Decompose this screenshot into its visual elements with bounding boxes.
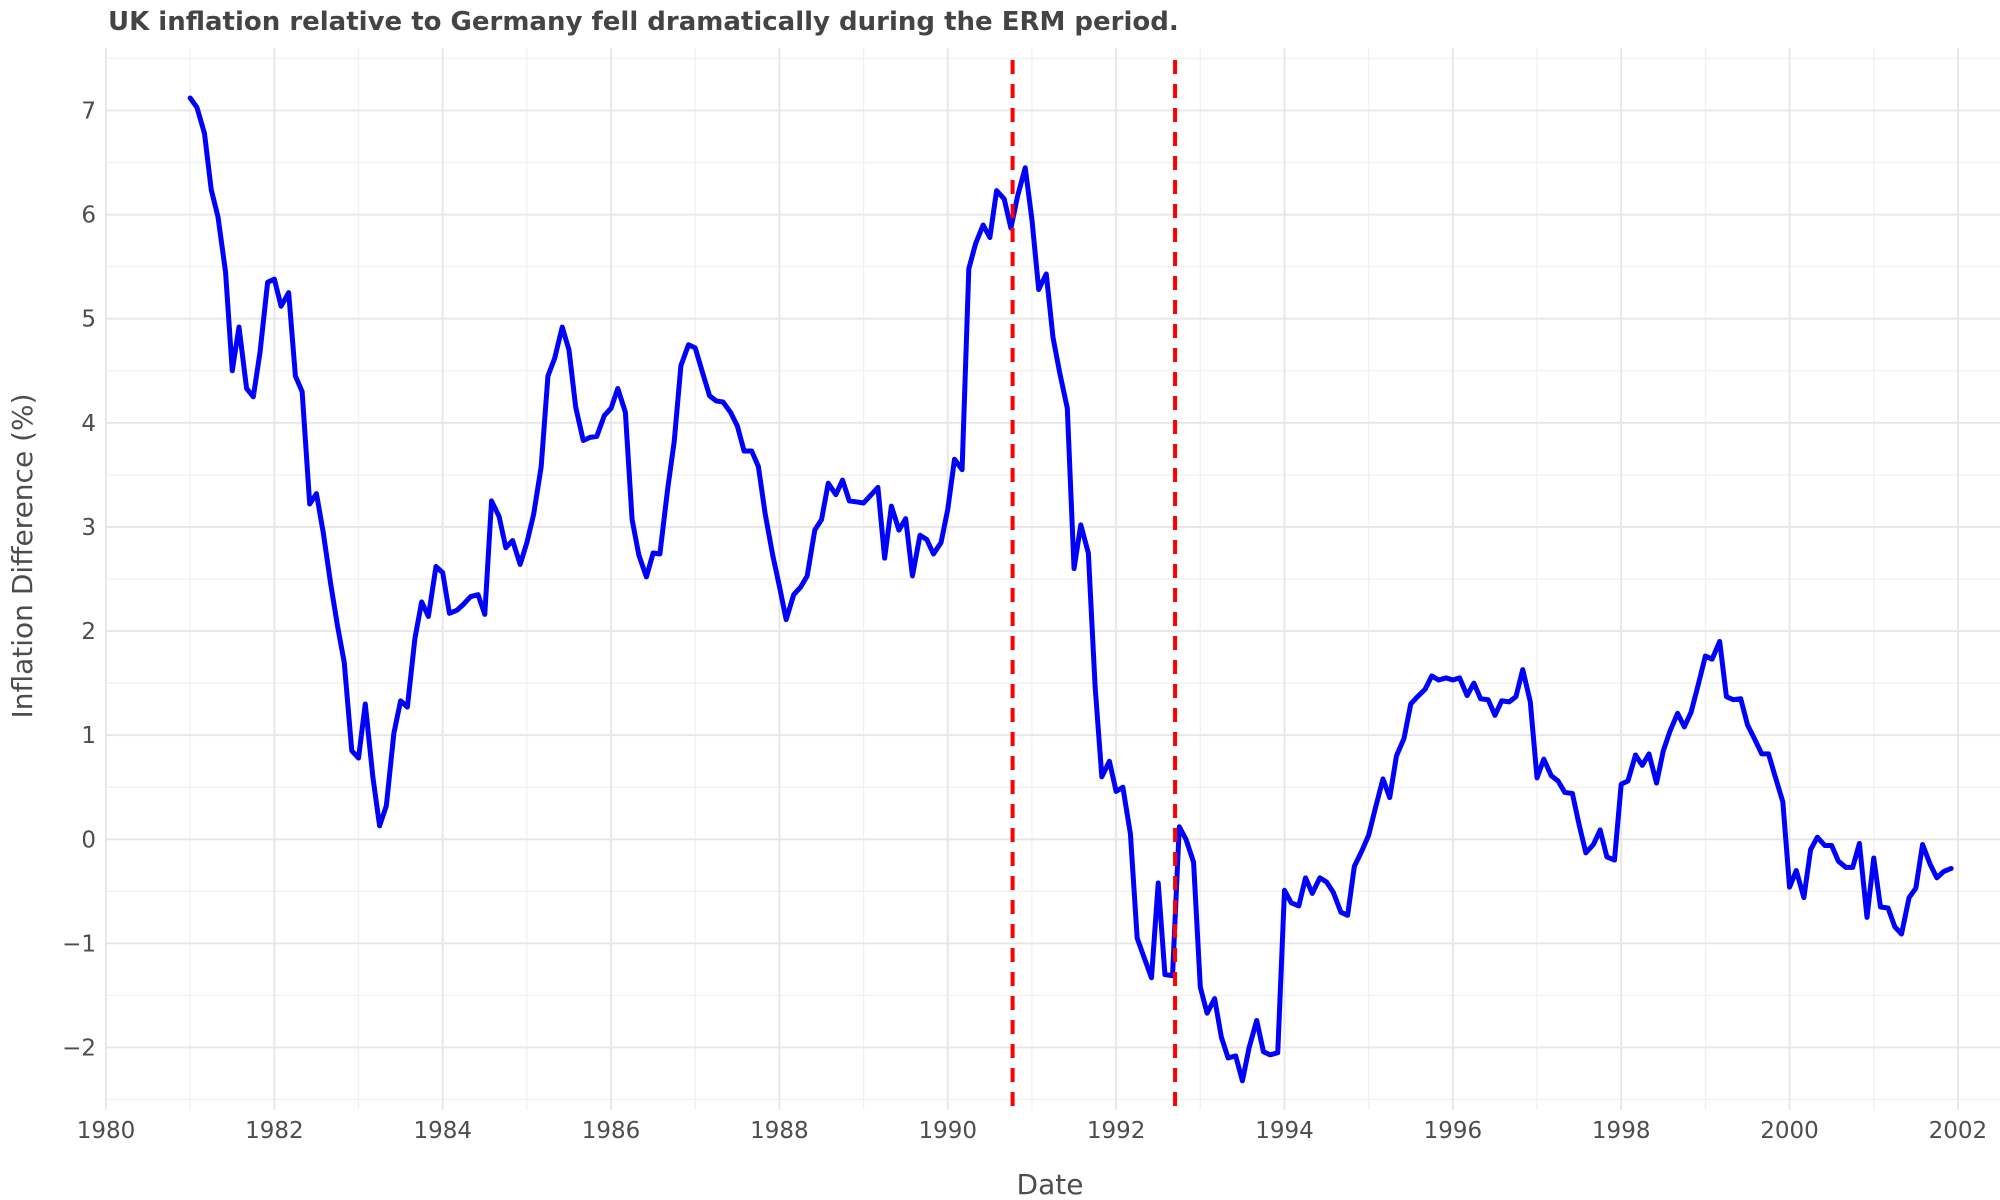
x-tick-label: 1986 — [582, 1118, 641, 1144]
series-layer — [187, 95, 1954, 1084]
y-tick-label: 5 — [81, 307, 96, 333]
x-tick-label: 2000 — [1760, 1118, 1819, 1144]
chart-title: UK inflation relative to Germany fell dr… — [108, 7, 1179, 37]
y-axis-tick-labels: −2 −1 0 1 2 3 4 5 6 7 — [62, 98, 96, 1061]
y-tick-label: 2 — [81, 619, 96, 645]
y-tick-label: 0 — [81, 827, 96, 853]
y-tick-label: 3 — [81, 515, 96, 541]
y-tick-label: 4 — [81, 411, 96, 437]
x-tick-label: 1996 — [1424, 1118, 1483, 1144]
x-tick-label: 1980 — [77, 1118, 136, 1144]
y-tick-label: −1 — [62, 931, 96, 957]
y-tick-label: 1 — [81, 723, 96, 749]
x-tick-label: 2002 — [1929, 1118, 1988, 1144]
y-tick-label: 7 — [81, 98, 96, 124]
y-axis-title: Inflation Difference (%) — [6, 393, 39, 718]
x-axis-tick-labels: 1980 1982 1984 1986 1988 1990 1992 1994 1996 1998… — [77, 1118, 1987, 1144]
x-tick-label: 1982 — [245, 1118, 304, 1144]
x-tick-label: 1994 — [1255, 1118, 1314, 1144]
minor-gridlines — [106, 48, 2000, 1110]
inflation-difference-series-line — [187, 95, 1954, 1084]
x-tick-label: 1988 — [750, 1118, 809, 1144]
reference-lines — [1010, 60, 1178, 1110]
x-tick-label: 1992 — [1087, 1118, 1146, 1144]
x-tick-label: 1984 — [413, 1118, 472, 1144]
x-tick-label: 1990 — [919, 1118, 978, 1144]
y-tick-label: −2 — [62, 1036, 96, 1062]
y-tick-label: 6 — [81, 203, 96, 229]
x-tick-label: 1998 — [1592, 1118, 1651, 1144]
x-axis-title: Date — [1017, 1168, 1084, 1200]
